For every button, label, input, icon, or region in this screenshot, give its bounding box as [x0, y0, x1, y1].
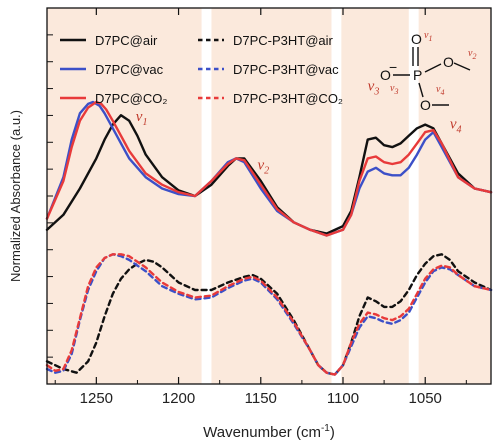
molecule-label-v2: v2	[468, 48, 476, 61]
molecule-atom-o-right: O	[443, 54, 454, 70]
background-gap-1	[201, 8, 212, 384]
legend-label-5: D7PC@CO₂	[95, 91, 167, 106]
legend: D7PC@air D7PC-P3HT@air D7PC@vac D7PC-P3HT@v…	[60, 33, 343, 106]
band-labels: v1 v2 v3 v4	[136, 79, 462, 177]
legend-label-6: D7PC-P3HT@CO₂	[233, 91, 343, 106]
x-tick-label-5: 1050	[409, 390, 442, 407]
x-tick-label-4: 1100	[327, 390, 359, 407]
molecule-atom-o-top: O	[411, 31, 422, 47]
molecule-bond-methyl-right	[453, 62, 471, 71]
band-label-1: v1	[136, 109, 148, 128]
molecule-label-v3: v3	[390, 83, 398, 96]
molecule-atom-p: P	[413, 67, 422, 83]
molecule-bond-p-o-bottom	[418, 82, 424, 98]
molecule-minus-sign: −	[389, 59, 397, 75]
background-gap-2	[331, 8, 342, 384]
molecule-atom-o-bottom: O	[420, 97, 431, 113]
y-axis-title: Normalized Absorbance (a.u.)	[8, 110, 23, 282]
series-line-2	[45, 100, 493, 237]
band-label-2: v2	[257, 158, 269, 177]
legend-label-2: D7PC-P3HT@air	[233, 33, 334, 48]
band-label-4: v4	[450, 116, 462, 135]
band-label-3: v3	[368, 79, 380, 98]
legend-label-1: D7PC@air	[95, 33, 158, 48]
molecule-label-v1: v1	[424, 30, 432, 43]
spectrum-series	[45, 100, 493, 376]
molecule-atom-o-left: O	[380, 67, 391, 83]
x-axis-title: Wavenumber (cm-1)	[203, 423, 335, 441]
axes: 1250 1200 1150 1100 1050 Wavenumber (cm-1) Nor…	[8, 7, 492, 441]
background-gap-3	[408, 8, 419, 384]
molecule-bond-p-o-right	[424, 63, 442, 73]
series-line-6	[45, 253, 493, 376]
series-line-3	[45, 100, 493, 237]
x-tick-label-1: 1250	[80, 390, 113, 407]
legend-label-4: D7PC-P3HT@vac	[233, 62, 339, 77]
legend-label-3: D7PC@vac	[95, 62, 164, 77]
x-tick-label-3: 1150	[245, 390, 277, 407]
x-tick-label-2: 1200	[162, 390, 195, 407]
molecule-label-v4: v4	[436, 84, 444, 97]
